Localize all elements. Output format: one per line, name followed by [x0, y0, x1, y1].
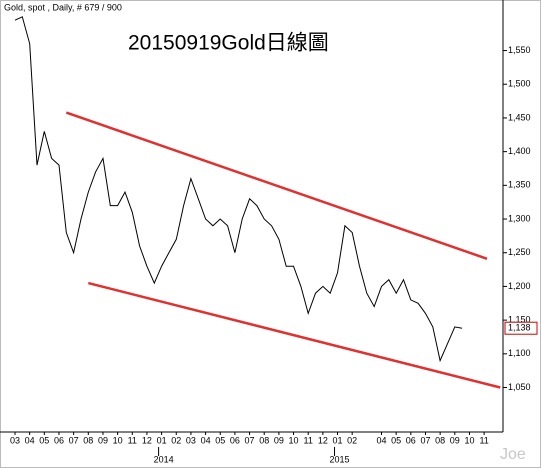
y-tick-label: 1,500 — [508, 79, 531, 89]
y-tick-label: 1,100 — [508, 348, 531, 358]
last-price-label: 1,138 — [508, 323, 531, 333]
year-label: 2014 — [154, 454, 174, 464]
trendline — [65, 111, 488, 260]
watermark: Joe — [500, 446, 526, 463]
chart-title: 20150919Gold日線圖 — [128, 32, 329, 55]
x-tick-label: 04 — [376, 435, 386, 445]
x-tick-label: 07 — [420, 435, 430, 445]
x-tick-label: 02 — [347, 435, 357, 445]
price-line — [14, 16, 463, 363]
x-tick-label: 01 — [157, 435, 167, 445]
x-tick-label: 07 — [69, 435, 79, 445]
x-tick-label: 05 — [391, 435, 401, 445]
x-tick-label: 12 — [142, 435, 152, 445]
y-tick-label: 1,400 — [508, 146, 531, 156]
x-tick-label: 06 — [54, 435, 64, 445]
y-tick-label: 1,300 — [508, 213, 531, 223]
x-tick-label: 08 — [83, 435, 93, 445]
header: Gold, spot , Daily, # 679 / 900 — [4, 2, 122, 12]
x-tick-label: 06 — [406, 435, 416, 445]
x-tick-label: 07 — [245, 435, 255, 445]
x-tick-label: 02 — [171, 435, 181, 445]
y-tick-label: 1,200 — [508, 281, 531, 291]
x-tick-label: 10 — [289, 435, 299, 445]
x-tick-label: 11 — [128, 435, 137, 445]
x-tick-label: 09 — [98, 435, 108, 445]
x-tick-label: 03 — [10, 435, 20, 445]
x-tick-label: 12 — [318, 435, 328, 445]
y-tick-label: 1,150 — [508, 314, 531, 324]
x-tick-label: 04 — [25, 435, 35, 445]
x-tick-label: 01 — [333, 435, 343, 445]
x-tick-label: 10 — [464, 435, 474, 445]
x-tick-label: 09 — [450, 435, 460, 445]
trendline — [87, 281, 501, 389]
x-tick-label: 04 — [201, 435, 211, 445]
last-price-box — [504, 321, 538, 335]
x-tick-label: 06 — [230, 435, 240, 445]
x-tick-label: 11 — [479, 435, 488, 445]
y-tick-label: 1,250 — [508, 247, 531, 257]
x-tick-label: 09 — [274, 435, 284, 445]
x-tick-label: 11 — [304, 435, 313, 445]
x-tick-label: 08 — [435, 435, 445, 445]
x-tick-label: 10 — [113, 435, 123, 445]
y-tick-label: 1,050 — [508, 382, 531, 392]
x-tick-label: 08 — [259, 435, 269, 445]
y-tick-label: 1,350 — [508, 180, 531, 190]
x-tick-label: 03 — [186, 435, 196, 445]
y-tick-label: 1,550 — [508, 45, 531, 55]
year-label: 2015 — [330, 454, 350, 464]
x-tick-label: 05 — [215, 435, 225, 445]
x-tick-label: 05 — [39, 435, 49, 445]
y-tick-label: 1,450 — [508, 112, 531, 122]
